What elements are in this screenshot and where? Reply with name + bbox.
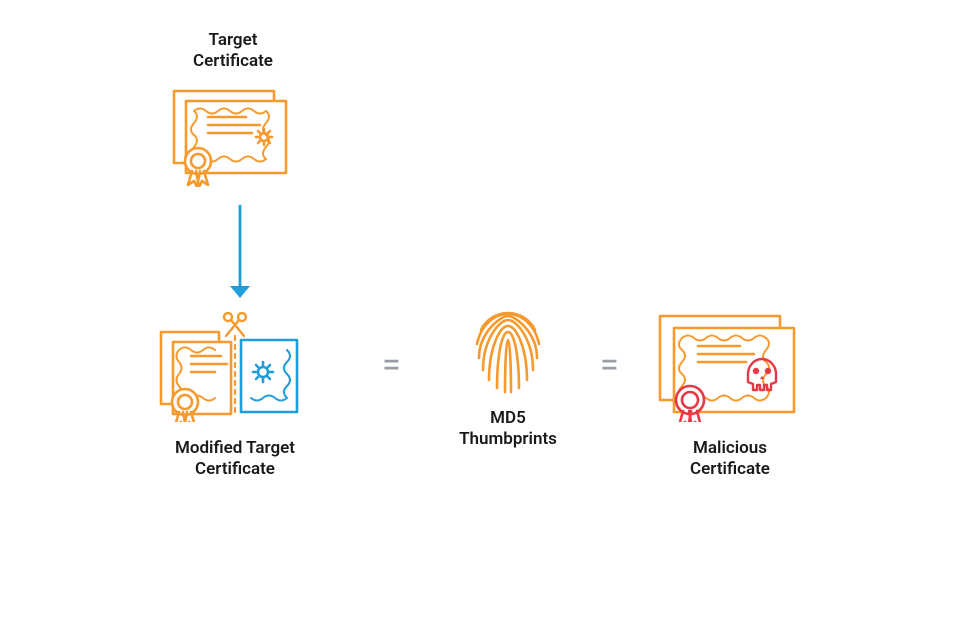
- certificate-modified-icon: [155, 310, 315, 422]
- fingerprint-icon: [467, 300, 549, 398]
- node-md5: MD5 Thumbprints: [458, 300, 558, 451]
- certificate-target-icon: [168, 87, 298, 187]
- diagram-stage: Target Certificate: [0, 0, 960, 640]
- certificate-malicious-icon: [650, 310, 810, 422]
- label-md5: MD5 Thumbprints: [459, 408, 557, 451]
- node-modified: Modified Target Certificate: [155, 310, 315, 481]
- label-malicious: Malicious Certificate: [690, 438, 770, 481]
- label-modified: Modified Target Certificate: [175, 438, 295, 481]
- node-malicious: Malicious Certificate: [650, 310, 810, 481]
- equals-2: =: [600, 348, 619, 382]
- label-target: Target Certificate: [193, 30, 273, 73]
- arrow-down-icon: [224, 200, 256, 310]
- equals-1: =: [382, 348, 401, 382]
- node-target: Target Certificate: [168, 30, 298, 187]
